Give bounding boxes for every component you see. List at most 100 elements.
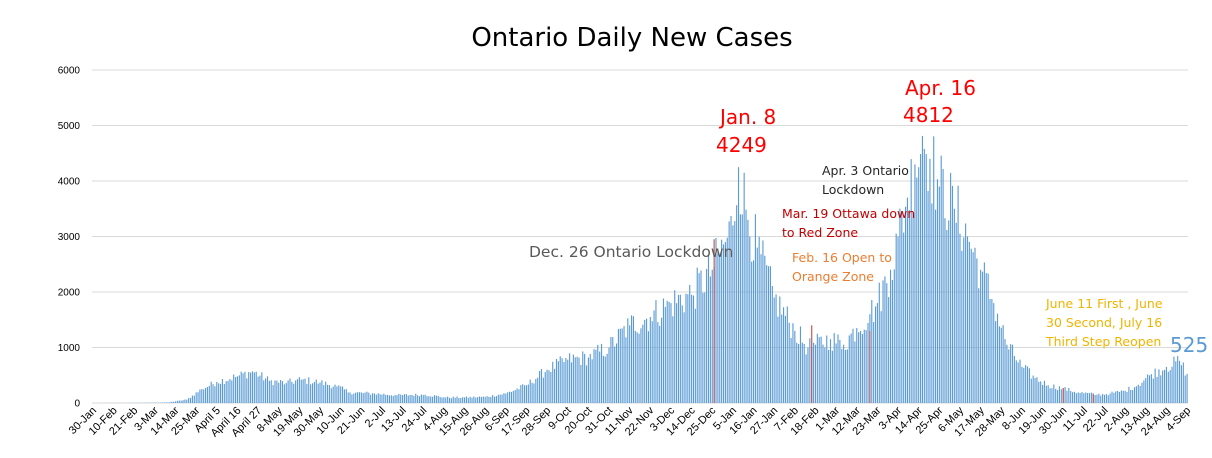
bar: [711, 269, 713, 403]
bar: [1180, 365, 1182, 403]
bar: [524, 385, 526, 403]
bar: [1184, 375, 1186, 403]
bar: [942, 168, 944, 403]
bar: [638, 333, 640, 403]
event-marker: [1062, 388, 1064, 403]
bar: [218, 383, 220, 403]
bar: [392, 396, 394, 403]
bar: [509, 391, 511, 403]
bar: [1021, 366, 1023, 403]
bar: [407, 395, 409, 403]
bar: [679, 294, 681, 403]
bar: [606, 353, 608, 403]
bar: [798, 344, 800, 403]
bar: [809, 338, 811, 403]
bar: [670, 303, 672, 403]
bar: [559, 356, 561, 403]
bar: [263, 380, 265, 403]
bar: [1115, 391, 1117, 403]
bar: [1060, 389, 1062, 403]
bar: [1087, 393, 1089, 403]
bar: [569, 353, 571, 403]
bar: [326, 384, 329, 403]
bar: [1032, 375, 1034, 403]
bar: [578, 357, 580, 403]
bar: [448, 397, 451, 403]
bar: [818, 337, 820, 403]
bar: [394, 394, 396, 403]
bar: [904, 206, 907, 403]
bar: [814, 344, 817, 403]
bar: [567, 359, 569, 403]
bar: [1126, 392, 1128, 403]
bar: [246, 378, 248, 403]
bar: [717, 248, 719, 403]
bar: [1036, 377, 1038, 403]
chart-title: Ontario Daily New Cases: [471, 23, 792, 53]
bar: [379, 394, 381, 403]
bar: [296, 379, 299, 403]
bar: [595, 349, 597, 403]
bar: [702, 292, 704, 403]
bar: [430, 396, 432, 403]
bar: [572, 354, 574, 403]
bar: [854, 341, 856, 403]
bar: [585, 365, 588, 403]
bar: [381, 394, 383, 403]
bar: [167, 402, 169, 403]
bar: [1096, 394, 1098, 403]
bar: [540, 368, 543, 403]
event-marker: [713, 239, 715, 403]
bar: [961, 250, 963, 403]
bar: [1162, 370, 1164, 403]
bar: [229, 379, 231, 403]
bar: [171, 401, 173, 403]
bar: [813, 342, 815, 403]
bar: [490, 396, 492, 403]
note-reopen-line3: Third Step Reopen: [1045, 334, 1161, 349]
bar: [1088, 393, 1091, 403]
bar: [707, 254, 710, 403]
bar: [173, 401, 175, 403]
bar: [799, 326, 802, 403]
bar: [582, 351, 584, 403]
bar: [659, 325, 661, 403]
bar: [306, 383, 308, 403]
bar: [537, 377, 539, 403]
bar: [422, 395, 424, 403]
bar: [835, 343, 837, 403]
bar: [411, 395, 413, 403]
bar: [443, 397, 445, 403]
bar: [454, 397, 456, 403]
bar: [197, 392, 199, 403]
bar: [721, 239, 723, 403]
bar: [828, 349, 830, 403]
bar: [719, 255, 721, 403]
bar: [512, 390, 514, 403]
bar: [856, 328, 858, 403]
bar: [576, 356, 578, 403]
bar: [893, 269, 895, 403]
bar: [276, 380, 278, 403]
bar: [751, 261, 753, 403]
bar: [771, 286, 773, 403]
bar: [820, 336, 822, 403]
bar: [428, 396, 430, 403]
bar: [390, 395, 392, 403]
bar: [661, 317, 663, 403]
bar: [503, 393, 505, 403]
bar: [816, 333, 818, 403]
bar: [405, 394, 407, 403]
bar: [593, 349, 595, 403]
bar: [1177, 355, 1179, 403]
bar: [366, 391, 368, 403]
last-value-label: 525: [1170, 333, 1208, 357]
bar: [497, 394, 499, 403]
bar: [681, 305, 683, 403]
bar: [608, 347, 610, 403]
bar: [293, 383, 295, 403]
bar: [844, 349, 847, 403]
bar: [289, 378, 291, 403]
bar: [736, 205, 738, 403]
bar: [933, 136, 935, 403]
